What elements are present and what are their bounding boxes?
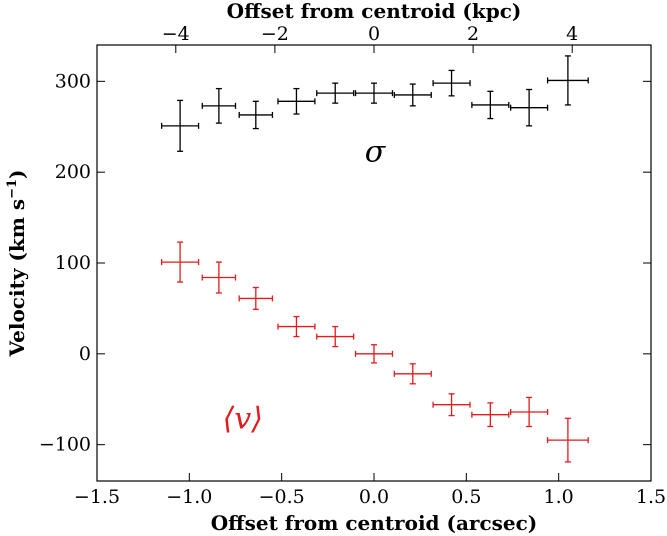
y-tick-label: 0 <box>79 343 91 365</box>
y-axis-label: Velocity (km s−1) <box>5 169 29 357</box>
y-axis-label-unit-exp: −1 <box>5 179 20 199</box>
top-x-tick-label: −4 <box>162 23 190 45</box>
top-x-tick-label: 0 <box>368 23 380 45</box>
y-tick-label: 300 <box>55 70 91 92</box>
sigma-point <box>432 69 471 97</box>
sigma-point <box>354 82 394 104</box>
mean-velocity-point <box>201 261 237 294</box>
x-tick-label: 0.0 <box>359 486 389 508</box>
sigma-point <box>510 88 549 127</box>
y-axis-label-end: ) <box>5 169 29 178</box>
x-tick-label: 1.0 <box>544 486 574 508</box>
plot-frame <box>96 44 652 482</box>
sigma-point <box>277 87 316 115</box>
mean-velocity-point <box>238 286 274 310</box>
x-tick-label: −0.5 <box>259 486 305 508</box>
mean-velocity-point <box>471 402 510 428</box>
sigma-point <box>316 82 355 104</box>
x-axis-label: Offset from centroid (arcsec) <box>211 511 538 535</box>
y-tick-label: −100 <box>39 434 91 456</box>
x-tick-label: −1.0 <box>166 486 212 508</box>
sigma-point <box>471 90 510 120</box>
mean-velocity-point <box>510 396 549 428</box>
mean-velocity-point <box>160 241 200 283</box>
mean-velocity-point <box>277 315 316 338</box>
sigma-series-label: σ <box>365 134 387 169</box>
mean-velocity-series-label: ⟨v⟩ <box>223 401 263 436</box>
top-x-axis-label: Offset from centroid (kpc) <box>227 0 522 23</box>
top-x-tick-label: −2 <box>261 23 289 45</box>
x-tick-label: −1.5 <box>74 486 120 508</box>
y-axis-label-main: Velocity (km s <box>5 199 29 358</box>
mean-velocity-point <box>393 363 432 385</box>
sigma-point <box>546 55 589 106</box>
chart-marks <box>160 55 589 463</box>
mean-velocity-point <box>432 393 471 417</box>
x-tick-label: 1.5 <box>636 486 666 508</box>
sigma-point <box>393 83 432 107</box>
x-tick-label: 0.5 <box>451 486 481 508</box>
mean-velocity-point <box>316 325 355 348</box>
top-x-tick-label: 2 <box>467 23 479 45</box>
sigma-point <box>201 87 237 124</box>
sigma-point <box>238 100 274 130</box>
sigma-point <box>160 99 200 152</box>
top-x-tick-label: 4 <box>566 23 578 45</box>
chart-ticks: −1.5 −1.0 −0.5 0.0 0.5 1.0 1.5 −4 −2 0 2 4 −100 0 100 2… <box>39 23 666 508</box>
mean-velocity-point <box>546 417 589 463</box>
y-tick-label: 200 <box>55 161 91 183</box>
y-tick-label: 100 <box>55 252 91 274</box>
mean-velocity-point <box>354 344 394 364</box>
